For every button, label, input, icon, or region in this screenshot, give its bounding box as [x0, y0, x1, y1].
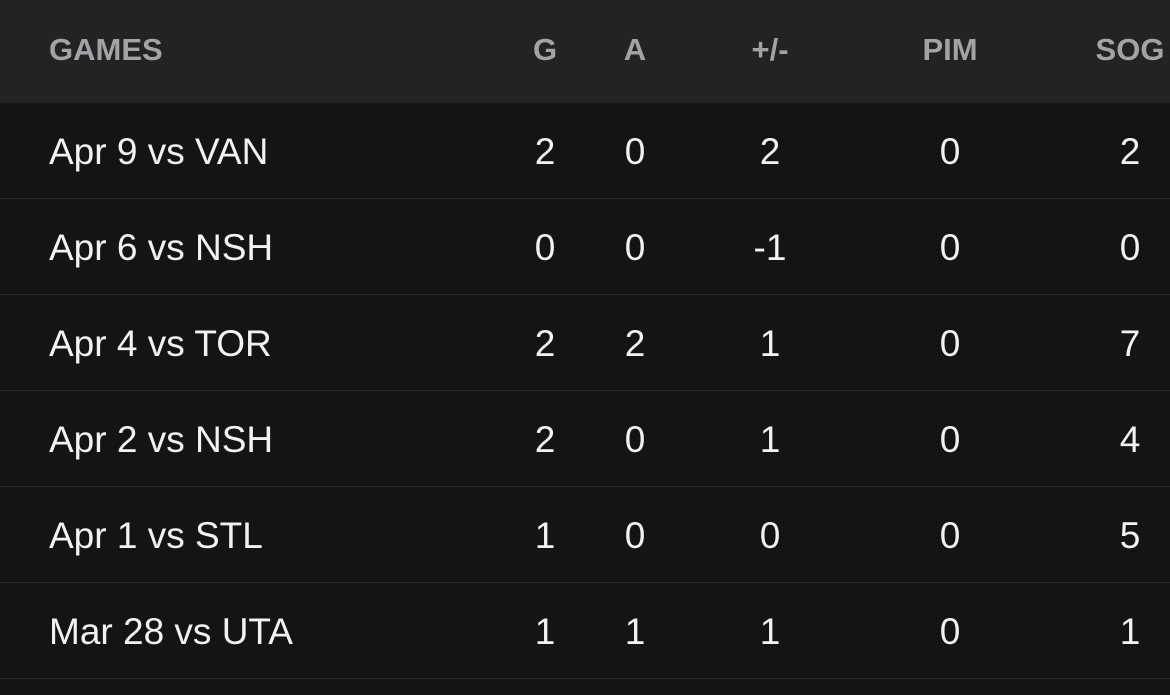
table-row — [0, 583, 1170, 679]
table-row — [0, 103, 1170, 199]
game-cell: Apr 2 vs NSH — [49, 419, 274, 460]
stat-cell: 0 — [624, 419, 646, 460]
stat-cell: 2 — [534, 131, 556, 172]
stat-cell: 0 — [1119, 227, 1141, 268]
stat-cell: 5 — [1119, 515, 1141, 556]
table-row — [0, 391, 1170, 487]
stat-cell: 2 — [534, 323, 556, 364]
table-row — [0, 295, 1170, 391]
stat-cell: 1 — [759, 323, 781, 364]
stat-cell: 0 — [939, 227, 961, 268]
stat-cell: 0 — [939, 419, 961, 460]
table-row — [0, 487, 1170, 583]
stat-cell: 0 — [939, 323, 961, 364]
game-cell: Mar 28 vs UTA — [49, 611, 293, 652]
column-header: A — [623, 32, 647, 67]
stat-cell: 2 — [534, 419, 556, 460]
stat-cell: 0 — [624, 131, 646, 172]
stat-cell: 1 — [1119, 611, 1141, 652]
stat-cell: 0 — [939, 131, 961, 172]
stat-cell: 2 — [1119, 131, 1141, 172]
stat-cell: 0 — [939, 611, 961, 652]
header-bar — [0, 0, 1170, 103]
stat-cell: 0 — [624, 515, 646, 556]
column-header: G — [532, 32, 558, 67]
stat-cell: 0 — [759, 515, 781, 556]
stat-cell: 1 — [534, 611, 556, 652]
column-header: PIM — [922, 32, 978, 67]
stat-cell: -1 — [753, 227, 787, 268]
stat-cell: 1 — [759, 419, 781, 460]
column-header: +/- — [751, 32, 789, 67]
column-header: GAMES — [49, 32, 163, 67]
stat-cell: 2 — [759, 131, 781, 172]
table-row — [0, 199, 1170, 295]
stat-cell: 1 — [759, 611, 781, 652]
stat-cell: 0 — [624, 227, 646, 268]
column-header: SOG — [1095, 32, 1165, 67]
stat-cell: 2 — [624, 323, 646, 364]
stat-cell: 1 — [624, 611, 646, 652]
game-cell: Apr 9 vs VAN — [49, 131, 269, 172]
stat-cell: 1 — [534, 515, 556, 556]
stat-cell: 4 — [1119, 419, 1141, 460]
stat-cell: 7 — [1119, 323, 1141, 364]
stat-cell: 0 — [939, 515, 961, 556]
game-cell: Apr 6 vs NSH — [49, 227, 274, 268]
game-cell: Apr 1 vs STL — [49, 515, 263, 556]
stat-cell: 0 — [534, 227, 556, 268]
game-cell: Apr 4 vs TOR — [49, 323, 272, 364]
